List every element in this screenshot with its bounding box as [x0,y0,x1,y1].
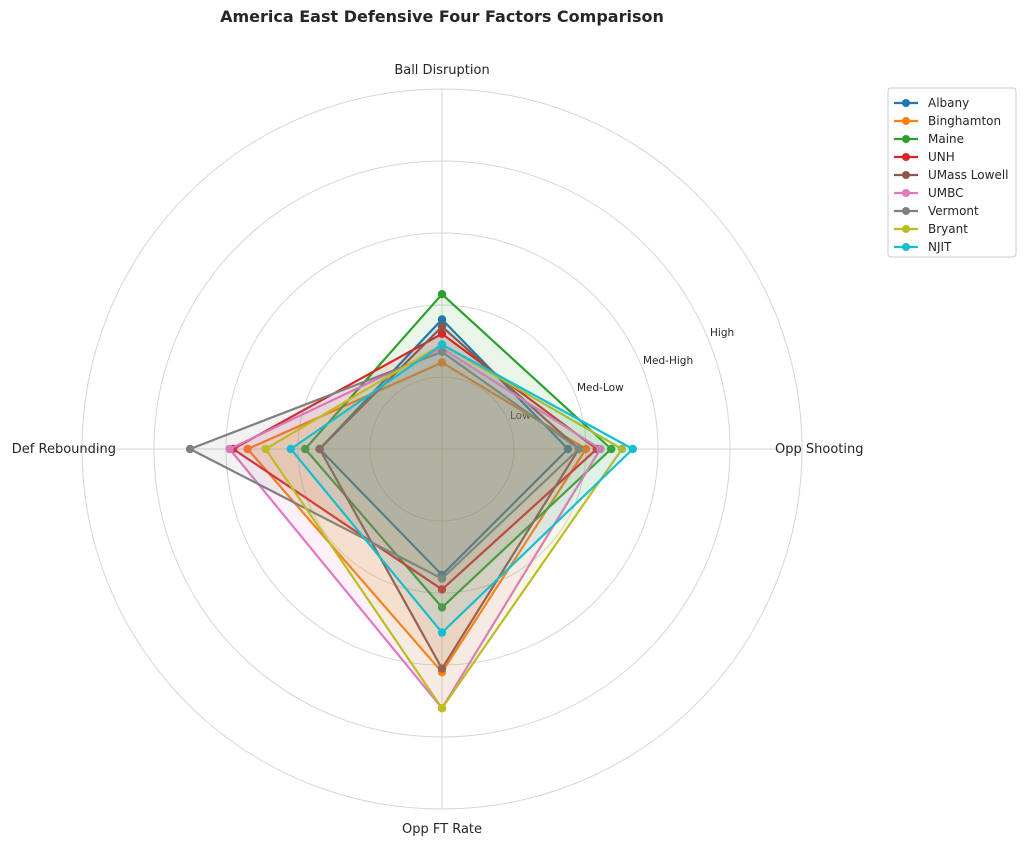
legend-item-vermont: Vermont [894,204,979,218]
legend-label-maine: Maine [928,132,964,146]
chart-title: America East Defensive Four Factors Comp… [220,7,664,26]
series-point-umass-lowell-4 [315,444,324,454]
legend-marker-bryant [902,225,910,233]
legend-item-maine: Maine [894,132,964,146]
legend-marker-unh [902,153,910,161]
series-point-umass-lowell-3 [437,664,447,673]
legend-label-binghamton: Binghamton [928,114,1001,128]
series-point-umbc-4 [225,444,234,454]
legend-label-umbc: UMBC [928,186,964,200]
series-point-njit-1 [437,340,447,349]
legend-item-albany: Albany [894,96,969,110]
series-area-maine [305,294,612,608]
axis-label-ball-disruption: Ball Disruption [394,63,489,78]
axis-label-def-rebounding: Def Rebounding [12,442,116,457]
legend-frame [887,87,1017,258]
series-point-albany-2 [563,444,573,454]
legend-item-binghamton: Binghamton [894,114,1001,128]
series-point-umass-lowell-1 [437,322,447,331]
legend-marker-umass-lowell [902,171,910,179]
ring-label-high: High [710,327,734,339]
series-njit [286,340,637,637]
series-point-maine-3 [437,603,447,612]
legend-item-bryant: Bryant [894,222,968,236]
series-point-vermont-2 [574,444,583,454]
legend-label-albany: Albany [928,96,969,110]
series-point-vermont-4 [185,444,195,454]
series-point-albany-1 [437,315,447,324]
legend-item-unh: UNH [894,150,955,164]
ring-label-med-high: Med-High [643,355,693,367]
series-point-bryant-2 [617,444,627,454]
legend: Albany Binghamton Maine UNH UMass Lowell UMBC… [887,87,1017,258]
series-point-bryant-3 [437,704,447,713]
legend-label-vermont: Vermont [928,204,979,218]
series-point-binghamton-2 [581,444,591,454]
legend-marker-binghamton [902,117,910,125]
legend-marker-umbc [902,189,910,197]
series-point-njit-3 [437,628,447,637]
series-point-binghamton-1 [437,358,447,367]
ring-label-med-low: Med-Low [577,382,624,394]
series-area-binghamton [247,362,586,673]
series-point-umbc-2 [596,444,605,454]
series-point-maine-4 [301,444,310,454]
legend-label-bryant: Bryant [928,222,968,236]
legend-marker-njit [902,243,910,251]
legend-marker-vermont [902,207,910,215]
series-point-unh-1 [437,329,447,338]
series-point-binghamton-4 [243,444,252,454]
legend-marker-albany [902,99,910,107]
series-point-maine-1 [437,290,447,299]
legend-item-njit: NJIT [894,240,952,254]
axis-labels: Ball Disruption Opp Shooting Opp FT Rate… [12,63,864,837]
series-point-unh-3 [437,585,447,594]
series-area-umbc [229,348,601,709]
series-layer [185,290,637,713]
legend-item-umbc: UMBC [894,186,964,200]
axis-label-opp-ft-rate: Opp FT Rate [402,822,482,837]
axis-label-opp-shooting: Opp Shooting [775,442,863,457]
series-area-njit [290,344,633,633]
legend-marker-maine [902,135,910,143]
series-point-bryant-4 [261,444,270,454]
legend-label-njit: NJIT [928,240,952,254]
series-point-vermont-3 [437,574,447,583]
series-point-njit-4 [286,444,295,454]
legend-label-umass-lowell: UMass Lowell [928,168,1009,182]
series-area-umass-lowell [319,326,579,669]
series-point-vermont-1 [437,347,447,356]
series-vermont [185,347,583,583]
series-area-vermont [190,351,579,579]
legend-label-unh: UNH [928,150,955,164]
series-point-maine-2 [607,444,616,454]
legend-item-umass-lowell: UMass Lowell [894,168,1009,182]
series-area-bryant [265,344,622,709]
series-point-njit-2 [628,444,637,454]
